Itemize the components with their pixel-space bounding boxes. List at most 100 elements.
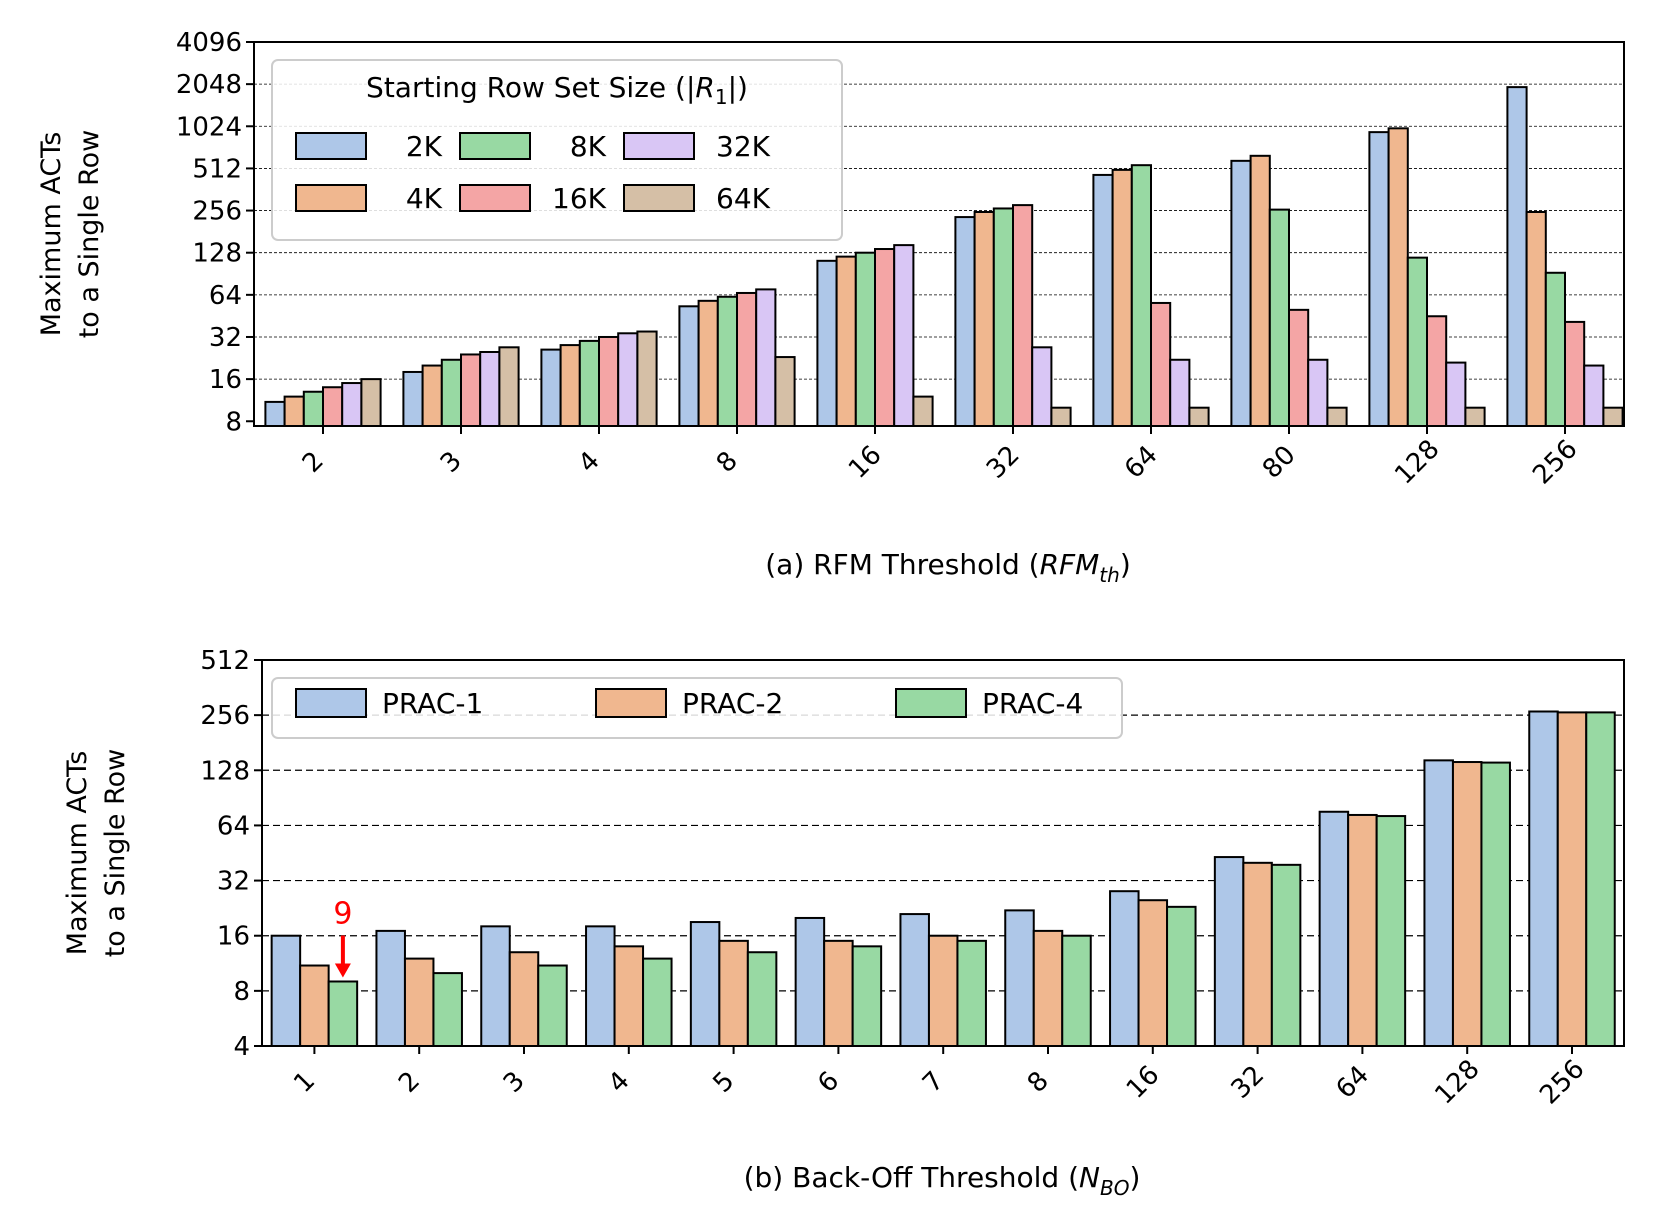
- bar-PRAC-4-5: [746, 951, 778, 1048]
- x-axis-label-subscript: BO: [1100, 1176, 1129, 1200]
- bar-PRAC-2-5: [718, 939, 749, 1048]
- y-tick-label: 512: [200, 646, 250, 676]
- legend-label-16K: 16K: [552, 182, 607, 215]
- y-tick-label: 4: [233, 1032, 250, 1062]
- x-tick-label: 4: [573, 446, 606, 479]
- bar-4K-2: [283, 395, 305, 428]
- bar-2K-4: [540, 348, 562, 428]
- x-tick-label: 4: [603, 1066, 636, 1099]
- y-tick-label: 256: [200, 701, 250, 731]
- bar-16K-3: [460, 353, 482, 427]
- bar-4K-256: [1525, 211, 1547, 427]
- bar-PRAC-4-128: [1480, 761, 1511, 1047]
- bar-8K-3: [440, 358, 462, 428]
- bar-2K-16: [816, 259, 838, 427]
- bar-PRAC-1-2: [375, 929, 406, 1048]
- legend-swatch-64K: [623, 184, 695, 212]
- y-tick-label: 32: [209, 323, 242, 353]
- bar-PRAC-2-4: [613, 945, 645, 1047]
- y-tick-label: 8: [233, 977, 250, 1007]
- y-tick-label: 16: [209, 365, 242, 395]
- x-tick-label: 2: [297, 446, 330, 479]
- bar-PRAC-2-256: [1556, 711, 1588, 1047]
- bar-64K-128: [1464, 406, 1486, 427]
- bar-32K-2: [341, 382, 363, 428]
- bar-PRAC-2-6: [823, 939, 854, 1048]
- bar-32K-16: [893, 244, 915, 427]
- bar-PRAC-1-7: [899, 913, 930, 1048]
- y-axis-label: Maximum ACTs: [62, 751, 93, 956]
- bar-4K-8: [697, 299, 719, 427]
- y-tick-label: 256: [192, 197, 242, 227]
- legend-title-suffix: |): [728, 71, 748, 104]
- x-axis-label-suffix: ): [1120, 548, 1131, 581]
- bar-PRAC-4-8: [1061, 934, 1092, 1048]
- x-tick-label: 32: [981, 440, 1026, 485]
- bar-16K-64: [1150, 301, 1172, 428]
- bar-2K-128: [1368, 131, 1390, 427]
- legend: Starting Row Set Size (|R1|) 2K 4K 8K 16K 32K…: [271, 59, 843, 241]
- x-axis-label-math: N: [1079, 1161, 1100, 1194]
- bar-8K-256: [1544, 271, 1567, 427]
- bar-8K-32: [992, 207, 1014, 427]
- bar-2K-64: [1092, 173, 1114, 427]
- bar-PRAC-2-16: [1137, 899, 1169, 1047]
- bar-16K-16: [874, 248, 896, 427]
- bar-2K-80: [1230, 159, 1252, 428]
- x-tick-label: 1: [288, 1066, 321, 1099]
- x-tick-label: 6: [812, 1066, 845, 1099]
- legend: PRAC-1 PRAC-2 PRAC-4: [271, 677, 1123, 739]
- y-tick-label: 128: [200, 756, 250, 786]
- bar-32K-8: [755, 288, 777, 427]
- bar-16K-80: [1288, 308, 1310, 427]
- bar-8K-80: [1268, 208, 1291, 427]
- bar-PRAC-1-8: [1004, 909, 1035, 1048]
- legend-label-PRAC-4: PRAC-4: [982, 687, 1083, 720]
- y-tick-label: 512: [192, 154, 242, 184]
- bar-PRAC-4-256: [1585, 711, 1616, 1047]
- chart-panel-b: 1 2 3 4 5 6 7 8 16 32 64 128 256 4 8 16 32 64 128 256 512 Max…: [62, 646, 1625, 1200]
- bar-PRAC-1-64: [1318, 810, 1350, 1047]
- x-tick-label: 8: [711, 446, 744, 479]
- plot-frame: [253, 41, 1625, 427]
- legend-swatch-8K: [459, 132, 531, 160]
- bar-2K-8: [678, 305, 700, 427]
- legend-swatch-PRAC-4: [895, 688, 967, 718]
- bar-PRAC-4-32: [1270, 863, 1302, 1048]
- chart-panel-a: 2 3 4 8 16 32 64 80 128 256 8 16 32 64 128 256 512 1024 20…: [36, 28, 1625, 587]
- bar-16K-256: [1564, 320, 1586, 428]
- bar-PRAC-1-1: [270, 934, 302, 1048]
- bar-PRAC-4-4: [642, 957, 673, 1048]
- x-tick-label: 128: [1389, 434, 1445, 490]
- bar-8K-64: [1130, 164, 1153, 427]
- bar-PRAC-1-5: [689, 921, 721, 1047]
- legend-swatch-4K: [295, 184, 367, 212]
- bar-16K-2: [322, 386, 344, 427]
- x-tick-label: 3: [498, 1066, 531, 1099]
- bar-64K-4: [636, 330, 658, 428]
- bar-PRAC-1-3: [480, 925, 511, 1047]
- legend-label-64K: 64K: [716, 182, 771, 215]
- bar-PRAC-1-128: [1423, 759, 1454, 1047]
- annotation: 9: [333, 896, 352, 978]
- x-tick-label: 64: [1330, 1060, 1375, 1105]
- bar-PRAC-4-3: [537, 964, 568, 1047]
- y-tick-label: 2048: [176, 70, 242, 100]
- bar-PRAC-1-256: [1528, 710, 1559, 1048]
- bar-64K-2: [360, 378, 382, 427]
- x-axis-label-prefix: (a) RFM Threshold (: [765, 548, 1039, 581]
- x-tick-label: 256: [1527, 434, 1583, 490]
- x-tick-label: 128: [1429, 1054, 1485, 1110]
- legend-title: Starting Row Set Size (|R1|): [366, 71, 748, 109]
- bar-PRAC-2-2: [403, 957, 435, 1048]
- bar-4K-80: [1249, 154, 1271, 427]
- legend-title-prefix: Starting Row Set Size (|: [366, 71, 695, 104]
- legend-title-math: R: [695, 71, 714, 104]
- bar-64K-8: [774, 356, 796, 427]
- bar-PRAC-2-32: [1242, 861, 1273, 1047]
- x-axis-label-prefix: (b) Back-Off Threshold (: [744, 1161, 1079, 1194]
- y-tick-label: 32: [217, 867, 250, 897]
- legend-swatch-2K: [295, 132, 367, 160]
- bar-PRAC-4-7: [956, 939, 987, 1048]
